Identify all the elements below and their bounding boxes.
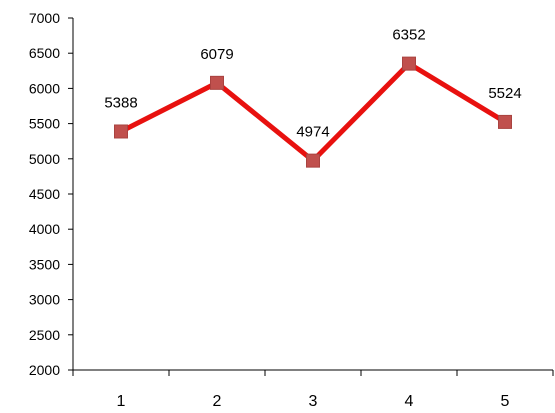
y-tick-label: 2500 [29,327,60,343]
data-label: 5388 [104,94,137,111]
data-label: 6079 [200,46,233,63]
y-tick-label: 5000 [29,151,60,167]
x-tick-label: 1 [117,393,126,408]
y-tick-label: 3000 [29,292,60,308]
data-label: 5524 [488,85,521,102]
y-axis-ticks: 2000 2500 3000 3500 4000 4500 5000 5500 6000 6500… [29,10,73,378]
series-layer [114,56,512,168]
axes [72,18,553,371]
x-tick-label: 5 [501,393,510,408]
y-tick-label: 2000 [29,362,60,378]
data-point-marker [210,75,224,90]
y-tick-label: 6500 [29,45,60,61]
y-tick-label: 4500 [29,186,60,202]
x-tick-label: 2 [213,393,222,408]
y-tick-label: 3500 [29,256,60,272]
y-tick-label: 7000 [29,10,60,26]
data-labels: 5388 6079 4974 6352 5524 [104,27,521,141]
data-point-marker [114,124,128,139]
y-tick-label: 5500 [29,116,60,132]
y-tick-label: 6000 [29,80,60,96]
series-line [119,60,507,164]
data-label: 4974 [296,124,329,141]
y-tick-label: 4000 [29,221,60,237]
data-point-marker [498,114,512,129]
data-point-marker [402,56,416,71]
data-label: 6352 [392,27,425,44]
x-axis-ticks: 1 2 3 4 5 [72,370,554,410]
x-tick-label: 3 [309,393,318,408]
x-tick-label: 4 [405,393,414,408]
data-point-marker [306,153,320,168]
